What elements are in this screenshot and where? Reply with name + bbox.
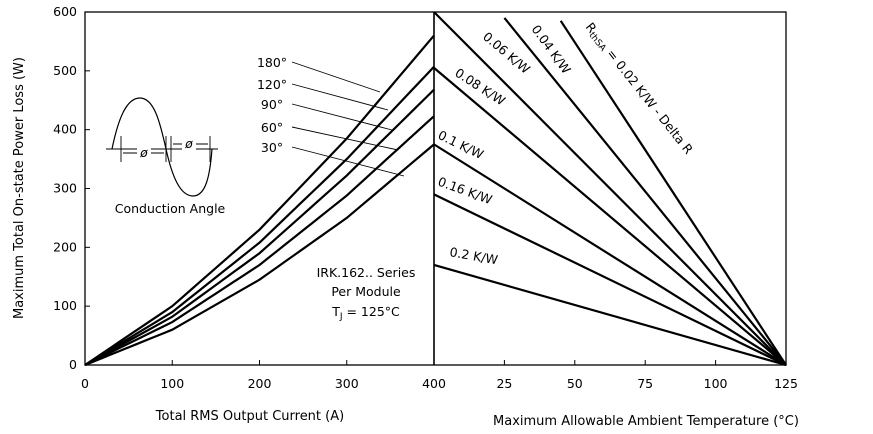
inset-waveform xyxy=(111,97,213,197)
angle-label: 60° xyxy=(261,120,283,135)
x-axis-label-current: Total RMS Output Current (A) xyxy=(155,409,344,424)
inset-phi-right: ø xyxy=(184,136,193,151)
angle-label: 180° xyxy=(257,55,287,70)
power-curve xyxy=(84,88,435,366)
series-info-line-2: Per Module xyxy=(331,284,401,299)
angle-leader xyxy=(291,83,389,111)
y-tick-label: 500 xyxy=(53,63,77,78)
x-tick-label-temperature: 25 xyxy=(496,376,512,391)
angle-label: 120° xyxy=(257,77,287,92)
rthsa-line xyxy=(433,143,787,366)
inset-caption: Conduction Angle xyxy=(115,201,226,216)
x-tick-label-current: 100 xyxy=(160,376,184,391)
angle-leader xyxy=(291,146,405,177)
y-axis-label: Maximum Total On-state Power Loss (W) xyxy=(12,57,27,319)
x-axis-label-temperature: Maximum Allowable Ambient Temperature (°… xyxy=(493,414,799,429)
angle-leader xyxy=(291,61,381,93)
rthsa-line xyxy=(433,11,787,366)
label-backdrop xyxy=(252,120,292,135)
label-backdrop xyxy=(252,77,292,92)
series-info: IRK.162.. Series Per Module TJ = 125°C xyxy=(300,262,432,322)
series-info-line-1: IRK.162.. Series xyxy=(317,265,416,280)
power-curve xyxy=(84,143,435,367)
series-info-line-3: TJ = 125°C xyxy=(331,304,400,322)
x-tick-label-temperature: 125 xyxy=(774,376,798,391)
x-tick-label-current: 300 xyxy=(335,376,359,391)
y-tick-label: 0 xyxy=(69,357,77,372)
x-tick-label-current: 400 xyxy=(422,376,446,391)
x-axis-ticks-temperature: 25 50 75 100 125 xyxy=(496,360,798,391)
rthsa-label: 0.06 K/W xyxy=(480,29,533,77)
rthsa-line xyxy=(433,67,787,366)
y-tick-label: 400 xyxy=(53,122,77,137)
power-curve xyxy=(84,65,435,366)
rthsa-label: 0.08 K/W xyxy=(452,65,508,108)
x-tick-label-temperature: 75 xyxy=(637,376,653,391)
label-backdrop xyxy=(252,97,292,112)
thermal-resistance-labels: 0.04 K/W0.06 K/W0.08 K/W0.1 K/W0.16 K/W0… xyxy=(436,22,574,267)
rthsa-line xyxy=(503,17,787,366)
conduction-angle-labels: 180° 120° 90° 60° 30° xyxy=(252,55,405,177)
conduction-angle-inset: ø ø Conduction Angle xyxy=(106,97,226,216)
label-backdrop xyxy=(252,140,292,155)
x-axis-ticks-current: 0 100 200 300 400 xyxy=(81,360,446,391)
x-tick-label-current: 200 xyxy=(248,376,272,391)
plot-frame xyxy=(84,11,787,366)
angle-leader xyxy=(291,103,393,131)
y-tick-label: 300 xyxy=(53,181,77,196)
rthsa-line xyxy=(433,193,787,366)
angle-label: 90° xyxy=(261,97,283,112)
thermal-resistance-lines xyxy=(433,11,787,367)
y-axis-ticks: 0 100 200 300 400 500 600 xyxy=(53,4,90,372)
rthsa-line xyxy=(433,263,787,367)
x-tick-label-temperature: 50 xyxy=(567,376,583,391)
y-tick-label: 100 xyxy=(53,298,77,313)
y-tick-label: 200 xyxy=(53,239,77,254)
inset-phi-left: ø xyxy=(139,145,148,160)
y-tick-label: 600 xyxy=(53,4,77,19)
rthsa-label: 0.2 K/W xyxy=(448,244,498,267)
rthsa-line xyxy=(559,20,787,366)
label-backdrop xyxy=(252,55,292,70)
rthsa-label: 0.16 K/W xyxy=(436,174,494,207)
x-tick-label-temperature: 100 xyxy=(704,376,728,391)
x-tick-label-current: 0 xyxy=(81,376,89,391)
angle-leader xyxy=(291,126,399,151)
angle-label: 30° xyxy=(261,140,283,155)
power-curve xyxy=(84,34,435,366)
rthsa-label: 0.1 K/W xyxy=(436,127,486,162)
rthsa-main-label: RthSA = 0.02 K/W - Delta R xyxy=(581,20,696,159)
